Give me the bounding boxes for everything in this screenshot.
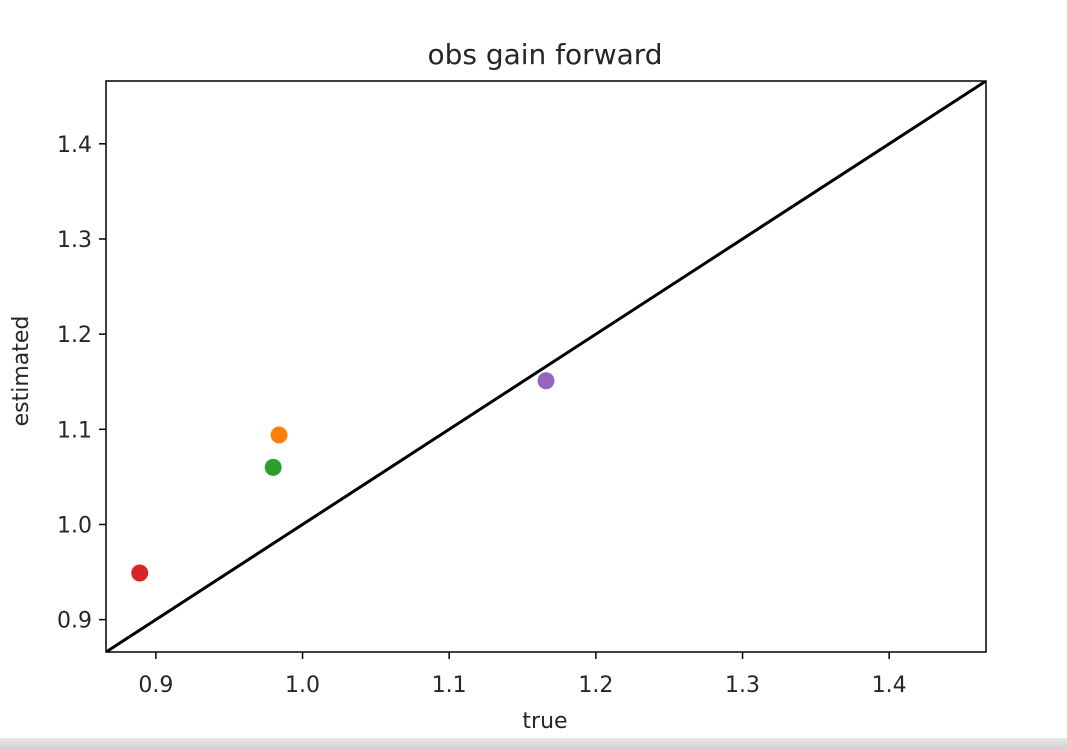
scatter-point-1 <box>264 458 282 476</box>
scatter-point-0 <box>270 426 288 444</box>
identity-line <box>106 81 986 652</box>
y-tick-label: 1.0 <box>57 513 92 538</box>
x-tick-label: 0.9 <box>138 673 173 698</box>
scatter-point-3 <box>537 372 555 390</box>
x-axis-label: true <box>522 709 567 734</box>
scatter-point-2 <box>131 564 149 582</box>
y-tick-label: 1.2 <box>57 323 92 348</box>
y-tick-label: 1.1 <box>57 418 92 443</box>
y-tick-label: 0.9 <box>57 609 92 634</box>
x-tick-label: 1.4 <box>872 673 907 698</box>
x-tick-label: 1.2 <box>578 673 613 698</box>
chart-title: obs gain forward <box>427 38 662 71</box>
axes-frame <box>105 80 987 653</box>
x-tick-label: 1.0 <box>285 673 320 698</box>
y-tick-label: 1.4 <box>57 133 92 158</box>
plot-area: 0.9 1.0 1.1 1.2 1.3 1.4 0.9 1.0 1.1 1.2 1.3 1.4 <box>57 80 987 698</box>
y-axis-label: estimated <box>9 316 34 427</box>
window-bottom-edge <box>0 738 1067 750</box>
x-tick-label: 1.3 <box>725 673 760 698</box>
y-tick-label: 1.3 <box>57 228 92 253</box>
x-tick-label: 1.1 <box>432 673 467 698</box>
